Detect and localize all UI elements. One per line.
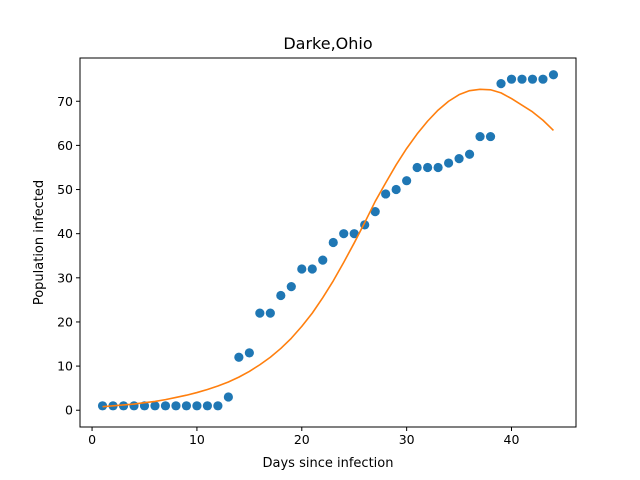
data-point	[297, 264, 307, 274]
data-point	[548, 70, 559, 80]
y-tick-label: 20	[57, 314, 73, 329]
data-point	[318, 255, 328, 265]
y-tick-label: 60	[57, 138, 73, 153]
y-axis-label: Population infected	[32, 180, 47, 305]
data-point	[171, 401, 181, 411]
x-tick-label: 10	[189, 432, 205, 447]
data-point	[517, 74, 527, 84]
data-point	[181, 401, 192, 411]
data-point	[485, 131, 496, 142]
x-axis-label: Days since infection	[263, 456, 394, 471]
data-point	[244, 348, 254, 358]
data-point	[339, 229, 349, 239]
data-point	[97, 401, 108, 411]
data-point	[527, 74, 538, 84]
data-point	[255, 308, 265, 318]
chart-marks	[97, 70, 559, 411]
data-point	[412, 162, 422, 173]
data-point	[423, 162, 433, 173]
y-axis: 0 10 20 30 40 50 60 70	[57, 94, 80, 418]
y-tick-label: 10	[57, 359, 73, 374]
data-point	[234, 352, 244, 362]
data-point	[496, 79, 506, 89]
data-point	[223, 392, 233, 402]
data-point	[307, 264, 317, 274]
data-point	[328, 237, 338, 248]
data-point	[202, 401, 213, 411]
y-tick-label: 70	[57, 94, 73, 109]
x-tick-label: 30	[399, 432, 415, 447]
data-point	[192, 401, 202, 411]
data-point	[129, 401, 139, 411]
x-axis: 0 10 20 30 40	[88, 427, 520, 447]
data-point	[381, 189, 391, 199]
fit-line	[102, 88, 555, 408]
data-point	[538, 74, 548, 84]
data-point	[433, 162, 443, 173]
data-point	[443, 158, 454, 168]
data-point	[464, 149, 475, 159]
data-point	[475, 131, 485, 142]
plot-area	[79, 57, 577, 428]
x-tick-label: 40	[504, 432, 520, 447]
data-point	[213, 401, 223, 411]
data-point	[454, 154, 464, 164]
data-point	[150, 401, 160, 411]
x-tick-label: 0	[88, 432, 96, 447]
data-point	[265, 308, 275, 318]
data-point	[286, 282, 296, 292]
y-tick-label: 40	[57, 226, 73, 241]
data-point	[276, 290, 286, 301]
chart-title: Darke,Ohio	[283, 34, 372, 53]
data-point	[391, 184, 401, 195]
data-point	[402, 176, 412, 186]
data-point	[506, 74, 517, 84]
data-point	[349, 229, 359, 239]
data-point	[370, 207, 380, 217]
y-tick-label: 50	[57, 182, 73, 197]
y-tick-label: 0	[65, 403, 73, 418]
y-tick-label: 30	[57, 270, 73, 285]
data-point	[160, 401, 171, 411]
data-point	[118, 401, 129, 411]
x-tick-label: 20	[294, 432, 310, 447]
